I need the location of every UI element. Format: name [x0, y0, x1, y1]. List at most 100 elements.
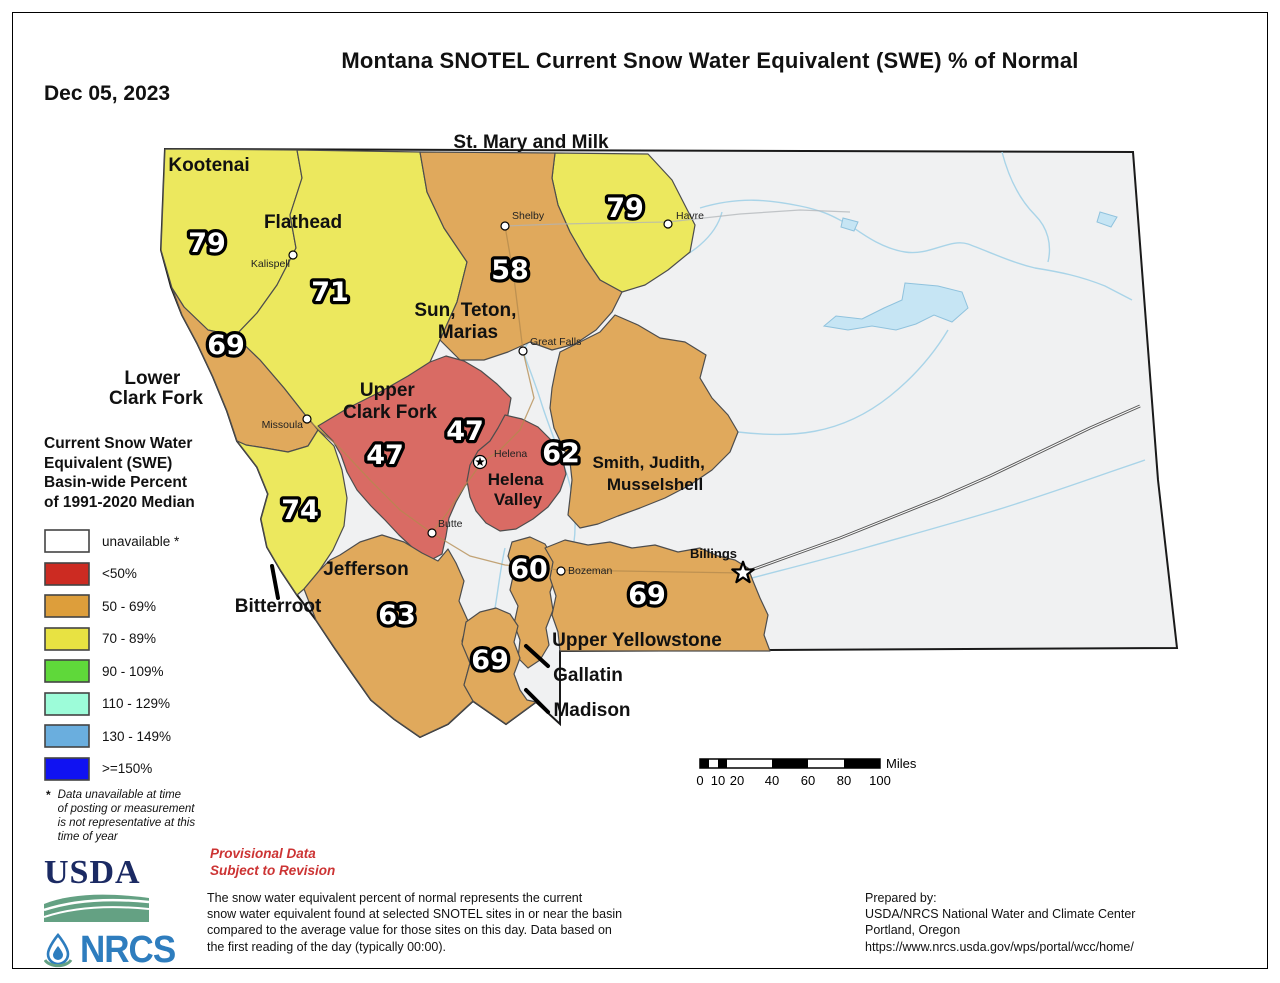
city-billings: Billings	[690, 546, 755, 584]
city-shelby: Shelby	[500, 210, 545, 231]
basin-value-sun-teton-marias: 58	[491, 255, 529, 286]
east-railroad	[742, 404, 1141, 575]
basin-value-st-mary-milk: 79	[606, 193, 644, 224]
city-dot	[556, 566, 566, 576]
city-missoula: Missoula	[262, 414, 312, 431]
basin-region-bitterroot	[236, 429, 348, 596]
legend-item: 70 - 89%	[44, 623, 264, 656]
legend-swatch	[44, 529, 90, 554]
basin-value-gallatin: 60	[510, 554, 548, 585]
footnote-asterisk: *	[46, 788, 51, 802]
legend-swatch	[44, 724, 90, 749]
scale-segment	[700, 759, 709, 768]
drop-outline	[46, 932, 70, 966]
scale-tick: 20	[730, 773, 744, 788]
basin-label-bitterroot: Bitterroot	[235, 596, 322, 617]
river-path	[1001, 151, 1051, 263]
road-path	[431, 225, 535, 534]
city-dot	[302, 414, 312, 424]
city-label: Billings	[690, 546, 737, 561]
basin-value-helena-valley: 47	[446, 416, 484, 447]
basin-label-lower-clark-fork: Lower Clark Fork	[109, 368, 203, 409]
legend-item-label: 50 - 69%	[102, 598, 157, 614]
city-label: Missoula	[262, 419, 304, 431]
legend-item-label: 130 - 149%	[102, 728, 172, 744]
page-frame	[12, 12, 1268, 969]
cities: Kalispell Shelby Havre Great Falls Misso…	[251, 210, 755, 584]
scale-unit-label: Miles	[886, 756, 917, 771]
leader-lines	[270, 564, 550, 714]
scale-tick: 10	[711, 773, 725, 788]
river-path	[737, 329, 949, 436]
legend-item-label: unavailable *	[102, 533, 180, 549]
legend-rows: unavailable * <50% 50 - 69% 70 - 89% 90 …	[44, 525, 264, 785]
usda-logo: USDA	[44, 854, 141, 891]
scale-tick: 40	[765, 773, 779, 788]
basin-value-badges: 79 71 79 58 69 47 47 62 74 63 60 69 69	[185, 190, 669, 680]
basin-value-madison: 69	[471, 645, 509, 676]
scale-tick: 60	[801, 773, 815, 788]
scale-bar: 0 10 20 40 60 80 100 Miles	[696, 756, 916, 788]
legend-item: >=150%	[44, 753, 264, 786]
swoosh-wave	[44, 906, 149, 918]
nrcs-logo: NRCS	[44, 928, 194, 971]
drop-inner	[53, 946, 63, 960]
city-dot	[288, 250, 298, 260]
basin-region-helena-valley	[466, 414, 567, 532]
capital-star-icon	[475, 457, 485, 467]
legend-item-label: 90 - 109%	[102, 663, 164, 679]
scale-tick: 80	[837, 773, 851, 788]
basin-value-flathead: 71	[311, 277, 349, 308]
agency-logos: USDA NRCS	[44, 854, 194, 971]
basin-region-sun-teton-marias	[419, 151, 623, 361]
city-label: Helena	[494, 448, 527, 460]
basin-label-st-mary-milk: St. Mary and Milk	[453, 132, 609, 153]
scale-segment	[772, 759, 808, 768]
billings-star-icon	[731, 560, 755, 584]
scale-tick: 100	[869, 773, 891, 788]
basin-value-jefferson: 63	[378, 600, 416, 631]
legend-item-label: 70 - 89%	[102, 631, 157, 647]
basin-label-jefferson: Jefferson	[323, 559, 409, 580]
basin-label-upper-yellowstone: Upper Yellowstone	[552, 630, 722, 651]
small-lake	[840, 217, 859, 232]
city-dot	[518, 346, 528, 356]
legend-swatch	[44, 626, 90, 651]
legend-item-label: <50%	[102, 566, 137, 582]
legend-title: Current Snow Water Equivalent (SWE) Basi…	[44, 435, 195, 511]
legend-swatch	[44, 691, 90, 716]
legend-item: 110 - 129%	[44, 688, 264, 721]
legend-item: <50%	[44, 558, 264, 591]
basin-label-helena-valley: Helena Valley	[488, 470, 548, 509]
legend-item-label: >=150%	[102, 761, 153, 777]
provisional-notice: Provisional Data Subject to Revision	[210, 846, 336, 878]
basin-value-upper-clark-fork: 47	[366, 440, 404, 471]
basin-label-smith-judith-musselshell: Smith, Judith, Musselshell	[592, 453, 709, 494]
basin-value-bitterroot: 74	[281, 495, 319, 526]
legend-swatch	[44, 594, 90, 619]
scale-segment	[844, 759, 880, 768]
leader-gallatin	[524, 644, 550, 668]
prepared-url: https://www.nrcs.usda.gov/wps/portal/wcc…	[865, 939, 1134, 954]
legend-swatch	[44, 659, 90, 684]
leader-madison	[524, 688, 550, 714]
legend-item: unavailable *	[44, 525, 264, 558]
nrcs-wordmark: NRCS	[80, 928, 176, 971]
scale-segment	[718, 759, 727, 768]
city-dot	[427, 528, 437, 538]
city-label: Havre	[676, 210, 704, 222]
basin-region-upper-yellowstone	[544, 539, 771, 652]
map-description: The snow water equivalent percent of nor…	[207, 891, 623, 954]
basin-label-madison: Madison	[553, 700, 630, 721]
city-great-falls: Great Falls	[518, 336, 581, 356]
legend-item: 130 - 149%	[44, 720, 264, 753]
basin-value-smith-judith-musselshell: 62	[542, 438, 580, 469]
city-label: Kalispell	[251, 258, 290, 270]
basin-value-kootenai: 79	[188, 228, 226, 259]
legend-item: 90 - 109%	[44, 655, 264, 688]
map-date: Dec 05, 2023	[44, 82, 171, 105]
prepared-by: Prepared by: USDA/NRCS National Water an…	[865, 891, 1136, 954]
lake-fort-peck	[822, 282, 969, 331]
city-label: Butte	[438, 518, 463, 530]
